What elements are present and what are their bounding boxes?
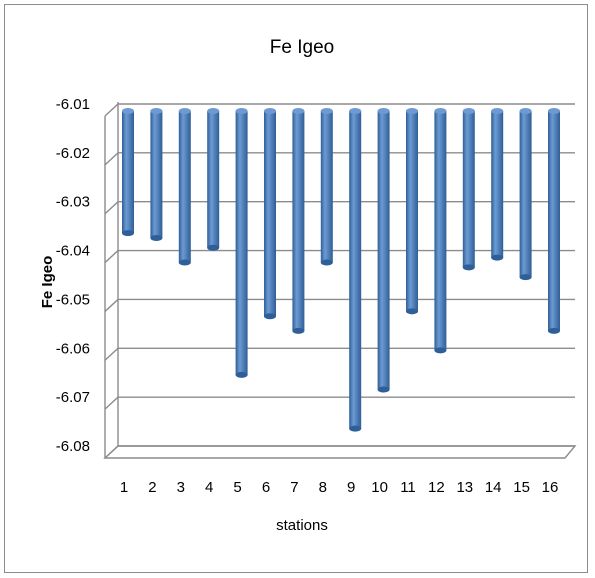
bar-end-cap [122,230,134,237]
bar-top-cap [519,108,532,114]
y-tick-label: -6.03 [56,194,90,211]
x-tick-label: 16 [542,479,559,496]
x-tick-label: 13 [456,479,473,496]
bar-end-cap [150,235,163,242]
x-tick-label: 4 [205,479,213,496]
bar-end-cap [320,259,333,266]
bar-top-cap [207,108,220,114]
gridline-depth [104,152,119,166]
bar-end-cap [462,264,475,271]
gridline-depth [104,298,119,312]
y-tick-label: -6.02 [56,145,90,162]
x-tick-label: 14 [485,479,502,496]
bar [207,111,220,248]
x-tick-label: 8 [319,479,327,496]
bar [519,111,532,278]
bar [406,111,418,312]
x-tick-label: 1 [120,479,128,496]
bar-end-cap [519,274,532,281]
gridlines [103,103,577,459]
y-axis-label: Fe Igeo [39,256,56,309]
bar [548,111,560,331]
bar [292,111,305,331]
bar [349,111,362,429]
bar-end-cap [207,244,220,251]
bar-end-cap [491,254,504,261]
bar [491,111,504,258]
x-tick-labels: 1 2 3 4 5 6 7 8 9 10 11 12 13 14 15 16 [120,479,559,496]
axes [104,102,119,458]
bar-end-cap [178,259,191,266]
y-tick-label: -6.07 [56,389,90,406]
y-tick-label: -6.08 [56,438,90,455]
gridline-depth [104,250,119,264]
bar-end-cap [349,425,362,432]
gridline-depth [104,201,119,215]
bar-end-cap [264,313,276,320]
bar-top-cap [264,108,276,114]
gridline-depth [104,347,119,361]
bar [377,111,390,390]
bar-top-cap [491,108,504,114]
bar [122,111,134,234]
y-tick-labels: -6.01 -6.02 -6.03 -6.04 -6.05 -6.06 -6.07 -6.08 [56,96,90,455]
bar [320,111,333,263]
chart-floor [103,445,577,459]
y-tick-label: -6.06 [56,340,90,357]
x-tick-label: 9 [347,479,355,496]
y-tick-label: -6.05 [56,291,90,308]
bar [150,111,163,239]
bar-top-cap [434,108,447,114]
bar-end-cap [406,308,418,315]
gridline-depth [104,103,119,117]
bar-top-cap [292,108,305,114]
bar-end-cap [377,386,390,393]
x-tick-label: 12 [428,479,445,496]
bar-top-cap [406,108,418,114]
bar-end-cap [548,327,560,334]
bar-top-cap [235,108,248,114]
x-tick-label: 15 [513,479,530,496]
x-tick-label: 7 [290,479,298,496]
bar-top-cap [349,108,362,114]
y-tick-label: -6.01 [56,96,90,113]
x-tick-label: 5 [233,479,241,496]
x-tick-label: 2 [148,479,156,496]
bar-end-cap [434,347,447,354]
bar-end-cap [235,371,248,378]
x-tick-label: 3 [177,479,185,496]
bar [264,111,276,317]
bar-top-cap [548,108,560,114]
x-tick-label: 11 [400,479,416,496]
bar-top-cap [462,108,475,114]
bar-top-cap [122,108,134,114]
bar [462,111,475,268]
bars [122,108,560,432]
bar [178,111,191,263]
bar-top-cap [377,108,390,114]
x-tick-label: 10 [371,479,388,496]
bar-end-cap [292,327,305,334]
x-tick-label: 6 [262,479,270,496]
chart-title: Fe Igeo [270,37,334,58]
x-axis-label: stations [276,517,328,534]
bar-top-cap [150,108,163,114]
bar [434,111,447,351]
bar-top-cap [320,108,333,114]
bar [235,111,248,375]
gridline-depth [104,396,119,410]
y-tick-label: -6.04 [56,243,90,260]
bar-top-cap [178,108,191,114]
